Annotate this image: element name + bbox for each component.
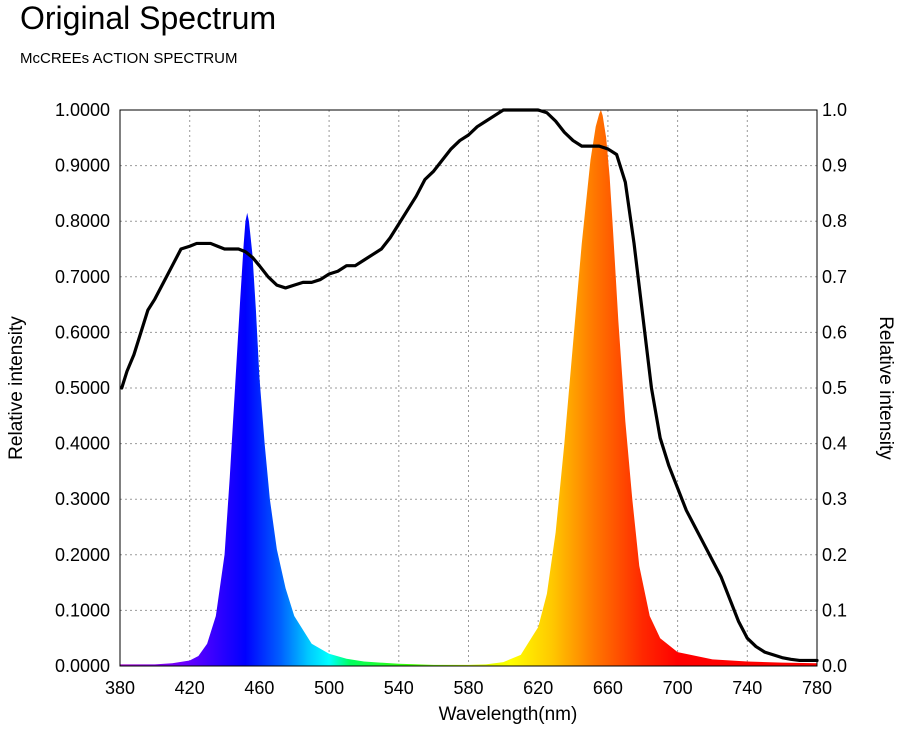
y-left-tick-label: 0.1000 <box>55 600 110 620</box>
y-axis-right-title: Relative intensity <box>875 316 896 460</box>
plot-frame <box>119 109 818 667</box>
y-left-tick-label: 0.2000 <box>55 545 110 565</box>
y-right-tick-label: 0.5 <box>822 378 847 398</box>
x-tick-label: 540 <box>384 678 414 698</box>
y-left-tick-label: 0.3000 <box>55 489 110 509</box>
action-line-layer <box>120 108 819 663</box>
x-axis: 380 420 460 500 540 580 620 660 700 740 780 <box>105 678 832 698</box>
y-left-tick-label: 0.8000 <box>55 211 110 231</box>
x-tick-label: 660 <box>593 678 623 698</box>
y-left-tick-label: 0.4000 <box>55 434 110 454</box>
y-right-tick-label: 0.6 <box>822 322 847 342</box>
x-tick-label: 380 <box>105 678 135 698</box>
y-right-tick-label: 0.1 <box>822 600 847 620</box>
x-tick-label: 460 <box>244 678 274 698</box>
x-tick-label: 580 <box>453 678 483 698</box>
emission-area-layer <box>120 110 817 666</box>
action-spectrum-line <box>120 108 819 663</box>
y-right-tick-label: 0.8 <box>822 211 847 231</box>
y-axis-left: 0.0000 0.1000 0.2000 0.3000 0.4000 0.5000 0.60… <box>55 100 110 676</box>
x-tick-label: 620 <box>523 678 553 698</box>
y-right-tick-label: 0.7 <box>822 267 847 287</box>
x-tick-label: 420 <box>175 678 205 698</box>
y-left-tick-label: 0.6000 <box>55 322 110 342</box>
y-left-tick-label: 0.7000 <box>55 267 110 287</box>
x-tick-label: 740 <box>732 678 762 698</box>
y-left-tick-label: 0.9000 <box>55 156 110 176</box>
y-right-tick-label: 0.9 <box>822 156 847 176</box>
y-axis-left-title: Relative intensity <box>6 316 27 460</box>
y-right-tick-label: 0.2 <box>822 545 847 565</box>
x-tick-label: 500 <box>314 678 344 698</box>
chart-subtitle: McCREEs ACTION SPECTRUM <box>20 50 238 67</box>
y-axis-right: 0.0 0.1 0.2 0.3 0.4 0.5 0.6 0.7 0.8 0.9 1.0 <box>822 100 847 676</box>
x-axis-title: Wavelength(nm) <box>439 704 578 725</box>
emission-spectrum-area <box>120 110 817 666</box>
y-left-tick-label: 0.5000 <box>55 378 110 398</box>
chart-title: Original Spectrum <box>20 0 277 36</box>
y-right-tick-label: 0.3 <box>822 489 847 509</box>
x-tick-label: 700 <box>663 678 693 698</box>
y-right-tick-label: 0.0 <box>822 656 847 676</box>
y-left-tick-label: 0.0000 <box>55 656 110 676</box>
y-right-tick-label: 0.4 <box>822 434 847 454</box>
y-left-tick-label: 1.0000 <box>55 100 110 120</box>
y-right-tick-label: 1.0 <box>822 100 847 120</box>
x-tick-label: 780 <box>802 678 832 698</box>
